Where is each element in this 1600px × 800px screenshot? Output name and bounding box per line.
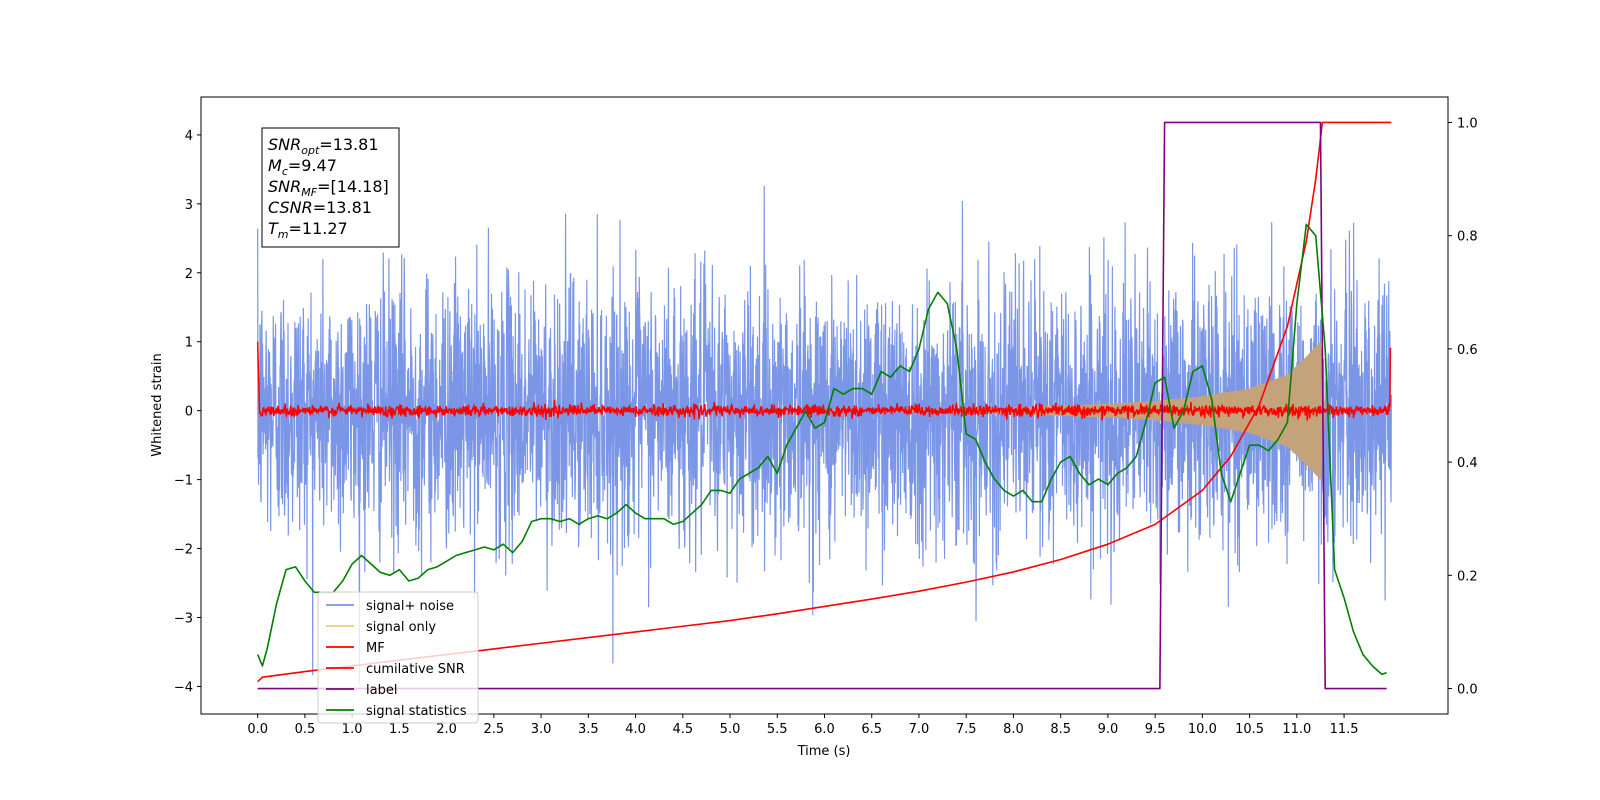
x-tick-label: 7.0 <box>909 722 930 737</box>
x-tick-label: 2.0 <box>436 722 457 737</box>
y-tick-label: −2 <box>174 543 193 558</box>
y-tick-label: 1 <box>185 336 193 351</box>
x-tick-label: 11.0 <box>1282 722 1311 737</box>
info-line: Tm=11.27 <box>268 219 348 241</box>
x-tick-label: 8.0 <box>1003 722 1024 737</box>
y-tick-label: −4 <box>174 680 193 695</box>
legend-label: cumilative SNR <box>366 662 465 677</box>
series-mf-line <box>256 341 1392 421</box>
x-tick-label: 3.0 <box>531 722 552 737</box>
x-tick-label: 1.5 <box>389 722 410 737</box>
legend-label: signal only <box>366 620 436 635</box>
info-symbol: SNR <box>268 135 301 154</box>
info-subscript: c <box>282 165 288 178</box>
info-value: =13.81 <box>319 135 378 154</box>
x-tick-label: 0.0 <box>247 722 268 737</box>
x-tick-label: 6.5 <box>861 722 882 737</box>
x-tick-label: 9.0 <box>1098 722 1119 737</box>
x-tick-label: 4.5 <box>672 722 693 737</box>
y-axis-ticks: −4 −3 −2 −1 0 1 2 3 4 <box>174 129 201 695</box>
series-signal-noise-line <box>257 186 1392 686</box>
legend-label: signal statistics <box>366 704 467 719</box>
info-symbol: T <box>268 219 279 238</box>
x-tick-label: 5.5 <box>767 722 788 737</box>
info-line: SNRMF=[14.18] <box>268 177 389 199</box>
info-symbol: M <box>268 156 282 175</box>
info-value: =11.27 <box>289 219 348 238</box>
x-tick-label: 5.0 <box>720 722 741 737</box>
x-tick-label: 2.5 <box>484 722 505 737</box>
legend-label: MF <box>366 641 385 656</box>
y2-axis-ticks: 0.0 0.2 0.4 0.6 0.8 1.0 <box>1448 116 1478 698</box>
y-tick-label: 2 <box>185 267 193 282</box>
series-label-line <box>257 121 1387 690</box>
x-tick-label: 6.0 <box>814 722 835 737</box>
x-tick-label: 0.5 <box>295 722 316 737</box>
info-subscript: m <box>278 228 289 241</box>
info-subscript: opt <box>301 144 320 157</box>
x-tick-label: 10.5 <box>1235 722 1264 737</box>
legend: signal+ noise signal only MF cumilative SNR… <box>317 591 479 724</box>
x-tick-label: 9.5 <box>1145 722 1166 737</box>
legend-label: signal+ noise <box>366 599 454 614</box>
y2-tick-label: 0.0 <box>1457 683 1478 698</box>
x-tick-label: 10.0 <box>1188 722 1217 737</box>
y2-tick-label: 1.0 <box>1457 116 1478 131</box>
x-tick-label: 11.5 <box>1330 722 1359 737</box>
info-value: =9.47 <box>288 156 337 175</box>
x-axis-ticks: 0.0 0.5 1.0 1.5 2.0 2.5 3.0 3.5 4.0 4.5 5.0 5.5 6.0 6… <box>247 714 1359 737</box>
y-tick-label: 3 <box>185 198 193 213</box>
info-box-frame <box>261 127 400 248</box>
y2-tick-label: 0.4 <box>1457 456 1478 471</box>
y-axis-label: Whitened strain <box>150 353 165 456</box>
x-tick-label: 8.5 <box>1050 722 1071 737</box>
info-line: SNRopt=13.81 <box>268 135 379 157</box>
legend-label: label <box>366 683 397 698</box>
x-tick-label: 1.0 <box>342 722 363 737</box>
info-symbol: SNR <box>268 177 301 196</box>
y2-tick-label: 0.8 <box>1457 230 1478 245</box>
info-value: =[14.18] <box>317 177 389 196</box>
info-value: =13.81 <box>313 198 372 217</box>
y-tick-label: 0 <box>185 405 193 420</box>
y2-tick-label: 0.2 <box>1457 569 1478 584</box>
y-tick-label: −1 <box>174 474 193 489</box>
info-box: SNRopt=13.81Mc=9.47SNRMF=[14.18]CSNR=13.… <box>261 127 400 248</box>
y-tick-label: −3 <box>174 611 193 626</box>
info-line: Mc=9.47 <box>268 156 337 178</box>
x-tick-label: 3.5 <box>578 722 599 737</box>
x-tick-label: 7.5 <box>956 722 977 737</box>
y-tick-label: 4 <box>185 129 193 144</box>
info-symbol: CSNR <box>268 198 313 217</box>
y2-tick-label: 0.6 <box>1457 343 1478 358</box>
info-line: CSNR=13.81 <box>268 198 372 217</box>
series-signal-statistics-line <box>256 223 1387 676</box>
x-axis-label: Time (s) <box>797 744 851 759</box>
info-subscript: MF <box>301 186 317 199</box>
legend-frame <box>317 591 479 724</box>
x-tick-label: 4.0 <box>625 722 646 737</box>
